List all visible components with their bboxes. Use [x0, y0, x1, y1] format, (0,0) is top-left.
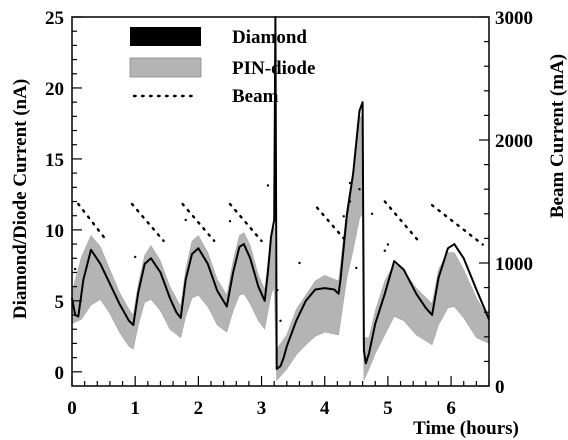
x-tick-label: 4 [320, 398, 330, 419]
left-y-axis-title: Diamond/Diode Current (nA) [10, 79, 31, 319]
left-y-tick-label: 25 [45, 8, 64, 29]
left-y-tick-label: 0 [55, 363, 65, 384]
right-y-tick-label: 1000 [495, 254, 533, 275]
series-beam-point-11 [358, 188, 361, 191]
right-y-axis-title: Beam Current (mA) [547, 54, 568, 218]
x-axis-title: Time (hours) [413, 418, 519, 439]
series-beam-point-9 [348, 181, 352, 185]
left-y-tick-label: 5 [55, 292, 65, 313]
series-diamond-line [71, 16, 490, 370]
legend-label-pin-diode: PIN-diode [232, 58, 315, 79]
legend-label-diamond: Diamond [232, 27, 307, 48]
series-beam-segment-5 [383, 200, 421, 244]
series-beam-segment-3 [228, 202, 263, 243]
series-beam-point-2 [184, 218, 187, 222]
series-beam-segment-6 [430, 203, 484, 246]
series-beam-point-14 [383, 249, 386, 252]
x-tick-label: 1 [130, 398, 140, 419]
x-tick-label: 3 [257, 398, 267, 419]
legend-label-beam: Beam [232, 86, 279, 107]
series-beam-point-15 [386, 243, 390, 246]
legend-swatch-diamond [130, 27, 201, 46]
series-beam-segment-1 [130, 202, 165, 243]
axes-layer: 0 1 2 3 4 5 6 0 5 10 15 20 25 0 1000 2000 3000 [45, 8, 533, 419]
series-beam-point-7 [298, 261, 301, 265]
series-beam-point-3 [228, 220, 232, 223]
left-y-tick-label: 15 [45, 150, 64, 171]
right-y-tick-label: 2000 [495, 131, 533, 152]
x-tick-label: 6 [446, 398, 456, 419]
left-y-tick-label: 10 [45, 221, 64, 242]
x-tick-label: 5 [383, 398, 393, 419]
series-beam-segment-0 [77, 202, 109, 243]
series-beam-point-1 [134, 255, 137, 259]
series-beam-point-6 [279, 319, 282, 322]
legend-swatch-pin-diode [129, 57, 202, 78]
left-y-tick-label: 20 [45, 79, 64, 100]
series-beam-segment-4 [315, 206, 345, 240]
series-beam-point-12 [355, 266, 358, 270]
series-beam-segment-2 [181, 202, 216, 243]
x-tick-label: 0 [67, 398, 77, 419]
right-y-tick-label: 3000 [495, 8, 533, 29]
legend: Diamond PIN-diode Beam [129, 27, 315, 107]
x-tick-label: 2 [194, 398, 204, 419]
series-beam-point-4 [266, 184, 270, 187]
series-beam-point-13 [370, 212, 374, 215]
series-beam-point-0 [74, 267, 77, 271]
right-y-tick-label: 0 [495, 377, 505, 398]
series-beam-point-8 [342, 215, 345, 218]
series-pin-diode-band [71, 113, 490, 382]
